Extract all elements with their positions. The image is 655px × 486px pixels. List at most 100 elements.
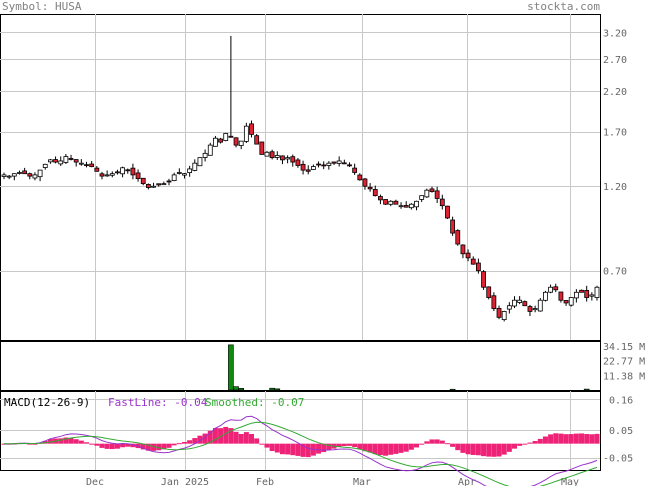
macd-hist-bar xyxy=(357,443,363,450)
macd-hist-bar xyxy=(269,443,275,452)
macd-hist-bar xyxy=(264,443,270,448)
macd-hist-bar xyxy=(486,443,492,457)
candle-body xyxy=(11,173,17,177)
macd-hist-bar xyxy=(527,442,533,444)
macd-hist-bar xyxy=(424,441,430,444)
candle-body xyxy=(94,167,100,172)
candle-body xyxy=(228,135,234,138)
macd-hist-bar xyxy=(181,441,187,444)
candle-body xyxy=(439,198,445,207)
candle-body xyxy=(543,291,548,301)
macd-hist-bar xyxy=(212,428,218,444)
candle-body xyxy=(48,159,53,163)
macd-hist-bar xyxy=(465,443,471,455)
candle-body xyxy=(176,172,182,174)
candle-body xyxy=(161,183,167,186)
candle-body xyxy=(295,159,301,166)
macd-hist-bar xyxy=(336,443,342,447)
macd-hist-bar xyxy=(259,443,265,445)
candle-body xyxy=(352,167,358,173)
candle-body xyxy=(517,299,523,303)
candle-body xyxy=(171,174,177,182)
candle-body xyxy=(470,258,476,265)
candle-body xyxy=(537,299,543,312)
candle-body xyxy=(414,200,419,208)
macd-hist-bar xyxy=(99,443,105,448)
candle-body xyxy=(378,196,383,201)
macd-hist-bar xyxy=(145,443,151,451)
candle-body xyxy=(120,167,125,175)
macd-hist-bar xyxy=(68,437,74,444)
macd-hist-bar xyxy=(89,443,95,445)
y-tick-label: 1.20 xyxy=(603,182,627,193)
candle-body xyxy=(182,173,187,176)
candle-body xyxy=(166,180,172,183)
candle-body xyxy=(460,244,466,255)
x-tick-label: Feb xyxy=(256,477,274,486)
macd-hist-bar xyxy=(114,443,120,449)
macd-hist-bar xyxy=(367,443,373,453)
macd-hist-bar xyxy=(73,439,79,444)
macd-hist-bar xyxy=(429,439,435,444)
macd-hist-bar xyxy=(285,443,291,455)
macd-hist-bar xyxy=(439,440,445,444)
candle-body xyxy=(434,190,440,199)
candle-body xyxy=(491,295,497,309)
candle-body xyxy=(156,183,162,186)
macd-hist-bar xyxy=(254,438,260,444)
candle-body xyxy=(42,163,48,168)
candle-body xyxy=(84,164,89,167)
x-tick-label: May xyxy=(561,477,579,486)
candle-body xyxy=(192,162,198,171)
macd-hist-bar xyxy=(346,443,352,446)
macd-hist-bar xyxy=(274,443,280,453)
candle-body xyxy=(331,161,337,164)
macd-hist-bar xyxy=(501,443,507,455)
candle-body xyxy=(58,160,64,165)
candle-body xyxy=(218,138,223,143)
macd-hist-bar xyxy=(84,442,90,444)
candle-body xyxy=(280,155,285,161)
macd-hist-bar xyxy=(166,443,172,448)
volume-bar xyxy=(274,388,281,391)
macd-hist-bar xyxy=(197,435,203,444)
candle-body xyxy=(475,262,481,272)
candle-body xyxy=(213,137,218,147)
price-panel-frame xyxy=(0,14,601,341)
candle-body xyxy=(310,166,316,170)
candle-body xyxy=(573,291,579,299)
macd-hist-bar xyxy=(223,426,229,444)
candle-body xyxy=(233,137,239,146)
candle-body xyxy=(151,185,156,188)
macd-hist-bar xyxy=(187,440,193,444)
macd-hist-bar xyxy=(460,443,466,453)
x-tick-label: Mar xyxy=(353,477,371,486)
macd-hist-bar xyxy=(58,438,64,444)
macd-hist-bar xyxy=(594,433,600,444)
macd-hist-bar xyxy=(491,443,497,457)
macd-hist-bar xyxy=(470,443,476,455)
macd-hist-bar xyxy=(532,441,538,444)
macd-hist-bar xyxy=(233,431,239,444)
candle-body xyxy=(125,169,131,172)
macd-hist-bar xyxy=(522,443,528,445)
macd-hist-bar xyxy=(78,440,84,444)
candle-body xyxy=(321,164,327,167)
macd-hist-bar xyxy=(47,439,53,444)
symbol-label: Symbol: HUSA xyxy=(2,0,82,13)
candle-body xyxy=(429,188,435,192)
volume-bar xyxy=(449,388,456,391)
candle-body xyxy=(512,299,517,307)
volume-bar xyxy=(238,388,244,391)
macd-hist-bar xyxy=(321,443,327,453)
macd-hist-bar xyxy=(584,434,590,444)
candle-body xyxy=(347,164,352,167)
x-tick-label: Apr xyxy=(458,477,476,486)
macd-hist-bar xyxy=(151,443,157,451)
candle-body xyxy=(27,173,33,177)
volume-bar xyxy=(228,344,234,391)
candle-body xyxy=(481,271,486,288)
macd-hist-bar xyxy=(207,430,213,444)
macd-hist-bar xyxy=(573,433,579,444)
